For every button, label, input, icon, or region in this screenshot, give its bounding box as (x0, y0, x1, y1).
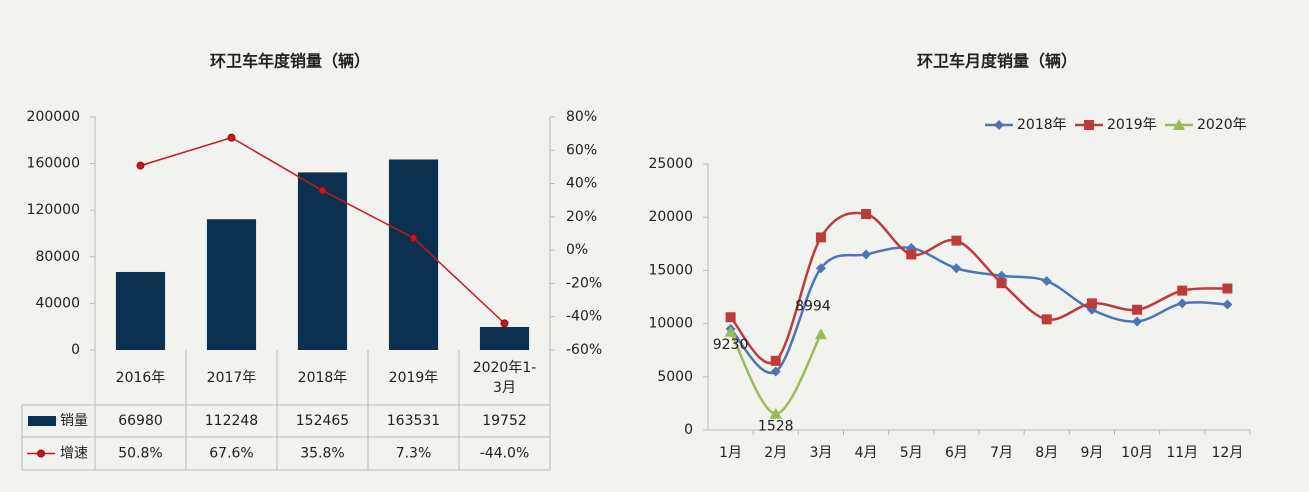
y-tick-label: 200000 (27, 109, 80, 125)
x-tick-label: 10月 (1121, 445, 1153, 461)
table-value: -44.0% (480, 446, 530, 462)
y2-tick-label: 80% (566, 109, 597, 125)
y2-tick-label: 40% (566, 176, 597, 192)
marker (1084, 120, 1094, 130)
x-tick-label: 2月 (764, 445, 787, 461)
marker (770, 366, 781, 377)
y-tick-label: 25000 (648, 156, 693, 172)
marker (861, 209, 872, 220)
y-tick-label: 160000 (27, 156, 80, 172)
marker (227, 133, 236, 142)
table-value: 66980 (118, 413, 163, 429)
y-tick-label: 0 (71, 342, 80, 358)
legend-label: 增速 (60, 446, 88, 462)
x-tick-label: 2016年 (116, 370, 166, 386)
table-value: 152465 (296, 413, 349, 429)
y2-tick-label: -40% (566, 309, 602, 325)
marker (1086, 298, 1097, 309)
x-tick-label: 2017年 (207, 370, 257, 386)
marker (1222, 283, 1233, 294)
marker (815, 232, 826, 243)
y-tick-label: 120000 (27, 202, 80, 218)
bar (297, 172, 348, 350)
marker (996, 278, 1007, 289)
bar (115, 271, 166, 350)
marker (1222, 299, 1233, 310)
x-tick-label: 1月 (719, 445, 742, 461)
marker (769, 407, 782, 419)
table-value: 19752 (482, 413, 527, 429)
y-tick-label: 5000 (657, 369, 693, 385)
bar (206, 219, 257, 350)
table-value: 67.6% (209, 446, 253, 462)
bar (479, 326, 530, 350)
marker (725, 312, 736, 323)
x-tick-label: 11月 (1166, 445, 1198, 461)
marker (1173, 119, 1185, 130)
data-label: 1528 (758, 419, 794, 435)
chart-title: 环卫车年度销量（辆） (210, 52, 370, 71)
legend-label: 2018年 (1017, 117, 1067, 133)
marker (409, 233, 418, 242)
table-value: 50.8% (118, 446, 162, 462)
legend-label: 2020年 (1197, 117, 1247, 133)
marker (318, 186, 327, 195)
x-tick-label: 3月 (809, 445, 832, 461)
x-tick-label: 2018年 (298, 370, 348, 386)
x-tick-label: 5月 (900, 445, 923, 461)
marker (906, 249, 917, 260)
marker (136, 161, 145, 170)
marker (500, 319, 509, 328)
y2-tick-label: -60% (566, 342, 602, 358)
chart-title: 环卫车月度销量（辆） (917, 52, 1077, 71)
marker (1041, 314, 1052, 325)
marker (1041, 276, 1052, 287)
table-value: 163531 (387, 413, 440, 429)
data-label: 9230 (713, 337, 749, 353)
marker (37, 449, 45, 458)
marker (1132, 316, 1143, 327)
x-tick-label: 7月 (990, 445, 1013, 461)
table-value: 112248 (205, 413, 258, 429)
x-tick-label: 12月 (1212, 445, 1244, 461)
x-tick-label: 9月 (1080, 445, 1103, 461)
marker (1177, 298, 1188, 309)
table-value: 35.8% (300, 446, 344, 462)
marker (994, 120, 1004, 130)
y2-tick-label: 20% (566, 209, 597, 225)
y2-tick-label: 60% (566, 142, 597, 158)
marker (724, 325, 737, 337)
marker (1132, 304, 1143, 315)
table-value: 7.3% (396, 446, 432, 462)
y-tick-label: 20000 (648, 209, 693, 225)
marker (815, 263, 826, 274)
y-tick-label: 40000 (35, 295, 80, 311)
marker (1177, 285, 1188, 296)
legend-label: 2019年 (1107, 117, 1157, 133)
y2-tick-label: 0% (566, 242, 588, 258)
marker (814, 328, 827, 340)
y-tick-label: 15000 (648, 262, 693, 278)
x-tick-label: 8月 (1035, 445, 1058, 461)
y2-tick-label: -20% (566, 275, 602, 291)
marker (861, 249, 872, 260)
marker (951, 263, 962, 274)
series-line (729, 211, 1228, 365)
x-tick-label: 4月 (855, 445, 878, 461)
legend-label: 销量 (60, 413, 88, 429)
y-tick-label: 80000 (35, 249, 80, 265)
bar (388, 159, 439, 350)
marker (951, 235, 962, 246)
data-label: 8994 (795, 298, 831, 314)
y-tick-label: 0 (684, 422, 693, 438)
legend-swatch (28, 416, 56, 426)
y-tick-label: 10000 (648, 316, 693, 332)
x-tick-label: 6月 (945, 445, 968, 461)
x-tick-label: 2020年1-3月 (473, 360, 537, 396)
x-tick-label: 2019年 (389, 370, 439, 386)
marker (770, 355, 781, 366)
